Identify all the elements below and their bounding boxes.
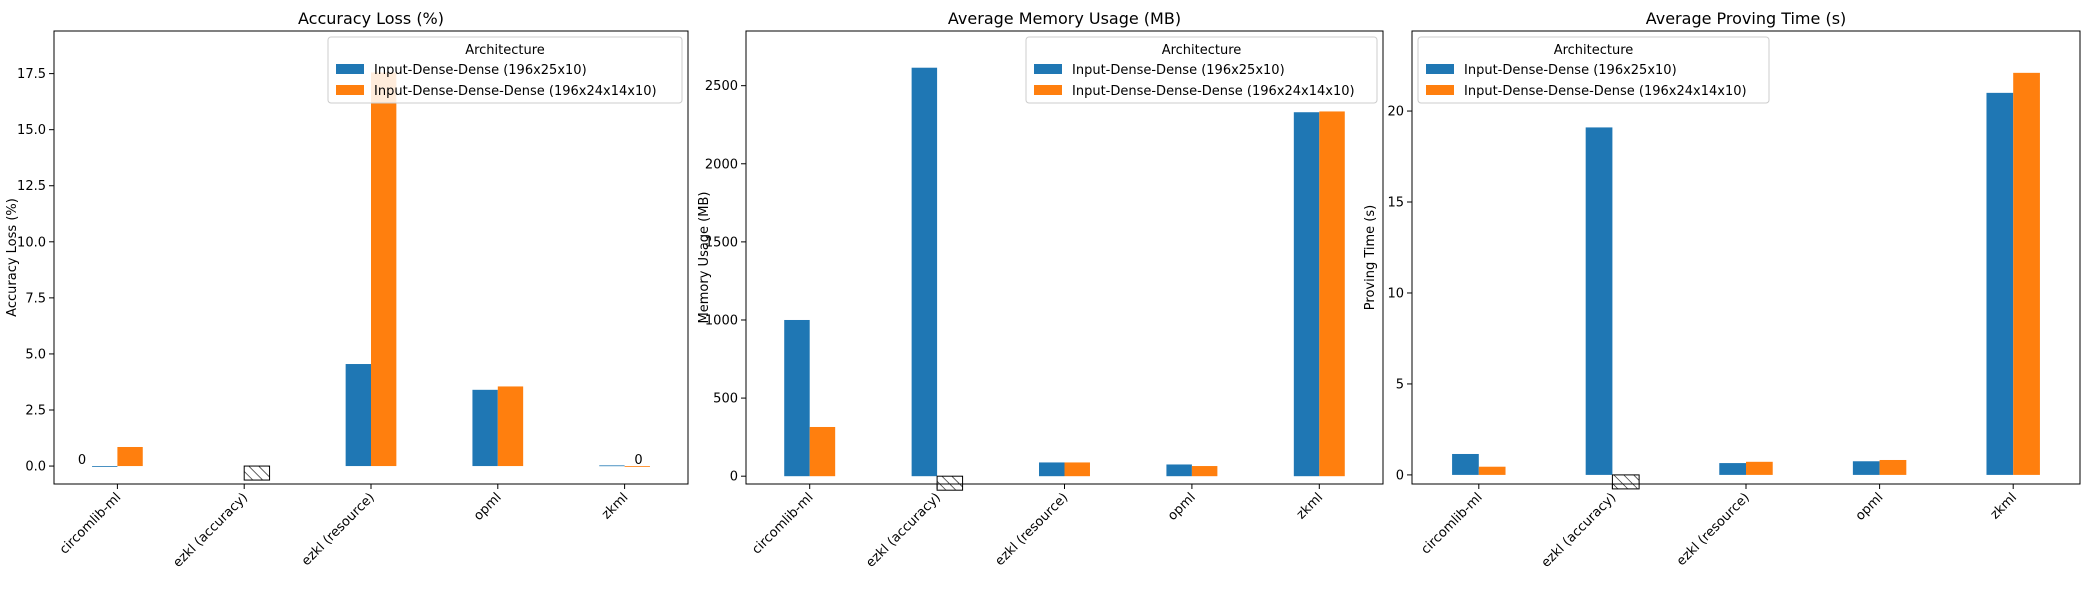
y-tick-label: 2.5 (25, 403, 46, 418)
data-label: 0 (78, 453, 86, 468)
y-tick-label: 0 (730, 470, 738, 485)
y-tick-label: 5.0 (25, 347, 46, 362)
bar-circomlib-ml-series-1 (92, 466, 118, 467)
y-tick-label: 500 (713, 392, 738, 407)
bar-ezkl-resource--series-2 (1746, 461, 1773, 475)
legend-entry: Input-Dense-Dense (196x25x10) (1072, 63, 1285, 78)
bar-ezkl-resource--series-1 (1719, 463, 1746, 475)
y-tick-label: 10.0 (17, 235, 46, 250)
y-axis-label: Proving Time (s) (1363, 205, 1378, 310)
bar-zkml-series-1 (1986, 92, 2014, 475)
x-tick-label: ezkl (resource) (1674, 490, 1753, 569)
bar-zkml-series-2 (2013, 72, 2040, 475)
chart-title: Average Proving Time (s) (1646, 9, 1847, 28)
legend-swatch (1426, 64, 1454, 74)
x-tick-label: opml (1165, 490, 1199, 524)
y-tick-label: 0.0 (25, 460, 46, 475)
legend-title: Architecture (1554, 43, 1634, 58)
bar-ezkl-accuracy--series-1 (1585, 127, 1613, 475)
bar-circomlib-ml-series-2 (1478, 466, 1506, 475)
bar-unavailable-hatched (936, 475, 964, 491)
bar-opml-series-1 (1166, 464, 1192, 477)
bar-unavailable-hatched (243, 465, 271, 481)
x-tick-label: ezkl (accuracy) (1539, 490, 1620, 571)
chart-panel-2: Average Memory Usage (MB) Memory Usage (M… (697, 9, 1384, 571)
y-tick-label: 17.5 (17, 67, 46, 82)
bar-opml-series-2 (1191, 466, 1218, 477)
y-axis-label: Memory Usage (MB) (697, 192, 712, 324)
y-tick-label: 0 (1396, 468, 1404, 483)
chart-panel-1: Accuracy Loss (%) Accuracy Loss (%) 0.0 2.5… (5, 9, 689, 571)
x-tick-label: ezkl (accuracy) (863, 490, 944, 571)
y-tick-label: 5 (1396, 377, 1404, 392)
y-tick-label: 7.5 (25, 291, 46, 306)
bar-opml-series-2 (1879, 459, 1907, 475)
bar-ezkl-resource--series-1 (345, 364, 371, 467)
y-tick-label: 2000 (705, 157, 738, 172)
y-tick-label: 12.5 (17, 179, 46, 194)
y-tick-label: 15 (1387, 196, 1404, 211)
x-tick-label: zkml (1988, 490, 2020, 522)
bar-ezkl-resource--series-2 (1064, 462, 1090, 477)
legend-box (1025, 36, 1378, 104)
chart-title: Accuracy Loss (%) (298, 9, 444, 28)
chart-title: Average Memory Usage (MB) (948, 9, 1181, 28)
y-tick-label: 15.0 (17, 123, 46, 138)
bar-opml-series-1 (1852, 461, 1880, 475)
bar-zkml-series-1 (599, 465, 625, 467)
y-axis-label: Accuracy Loss (%) (5, 198, 20, 317)
x-tick-label: zkml (599, 490, 631, 522)
x-tick-label: zkml (1294, 490, 1326, 522)
legend-swatch (336, 64, 364, 74)
bar-ezkl-accuracy--series-1 (911, 67, 938, 477)
bar-zkml-series-2 (624, 466, 650, 467)
x-tick-label: opml (1853, 490, 1887, 524)
bar-circomlib-ml-series-2 (117, 446, 143, 467)
bar-circomlib-ml-series-2 (809, 426, 836, 477)
legend-entry: Input-Dense-Dense-Dense (196x24x14x10) (1464, 84, 1747, 99)
legend-entry: Input-Dense-Dense (196x25x10) (1464, 63, 1677, 78)
legend: Architecture Input-Dense-Dense (196x25x10… (327, 36, 683, 104)
y-tick-label: 2500 (705, 79, 738, 94)
bar-ezkl-resource--series-2 (371, 72, 397, 467)
legend-swatch (1034, 64, 1062, 74)
x-tick-label: ezkl (resource) (299, 490, 378, 569)
y-tick-label: 1000 (705, 313, 738, 328)
x-tick-label: circomlib-ml (57, 490, 124, 557)
legend-swatch (1034, 85, 1062, 95)
legend-entry: Input-Dense-Dense-Dense (196x24x14x10) (374, 84, 657, 99)
legend-box (327, 36, 683, 104)
y-tick-label: 1500 (705, 235, 738, 250)
bar-opml-series-2 (497, 386, 524, 467)
y-tick-label: 10 (1387, 286, 1404, 301)
legend-title: Architecture (1162, 43, 1242, 58)
legend-entry: Input-Dense-Dense (196x25x10) (374, 63, 587, 78)
data-label: 0 (634, 453, 642, 468)
bar-circomlib-ml-series-1 (1452, 453, 1479, 475)
bar-opml-series-1 (472, 389, 498, 467)
bar-circomlib-ml-series-1 (784, 319, 810, 477)
legend-swatch (336, 85, 364, 95)
x-tick-label: ezkl (accuracy) (170, 490, 251, 571)
chart-panel-3: Average Proving Time (s) Proving Time (s)… (1363, 9, 2081, 571)
bar-zkml-series-2 (1319, 111, 1345, 477)
legend: Architecture Input-Dense-Dense (196x25x10… (1025, 36, 1378, 104)
x-tick-label: opml (471, 490, 505, 524)
legend-entry: Input-Dense-Dense-Dense (196x24x14x10) (1072, 84, 1355, 99)
bar-ezkl-resource--series-1 (1039, 462, 1065, 477)
legend-title: Architecture (465, 43, 545, 58)
x-tick-label: circomlib-ml (749, 490, 816, 557)
legend-swatch (1426, 85, 1454, 95)
y-tick-label: 20 (1387, 105, 1404, 120)
bar-unavailable-hatched (1611, 474, 1640, 490)
bar-zkml-series-1 (1293, 112, 1320, 477)
x-tick-label: ezkl (resource) (993, 490, 1072, 569)
x-tick-label: circomlib-ml (1418, 490, 1485, 557)
legend-box (1417, 36, 1770, 104)
legend: Architecture Input-Dense-Dense (196x25x10… (1417, 36, 1770, 104)
